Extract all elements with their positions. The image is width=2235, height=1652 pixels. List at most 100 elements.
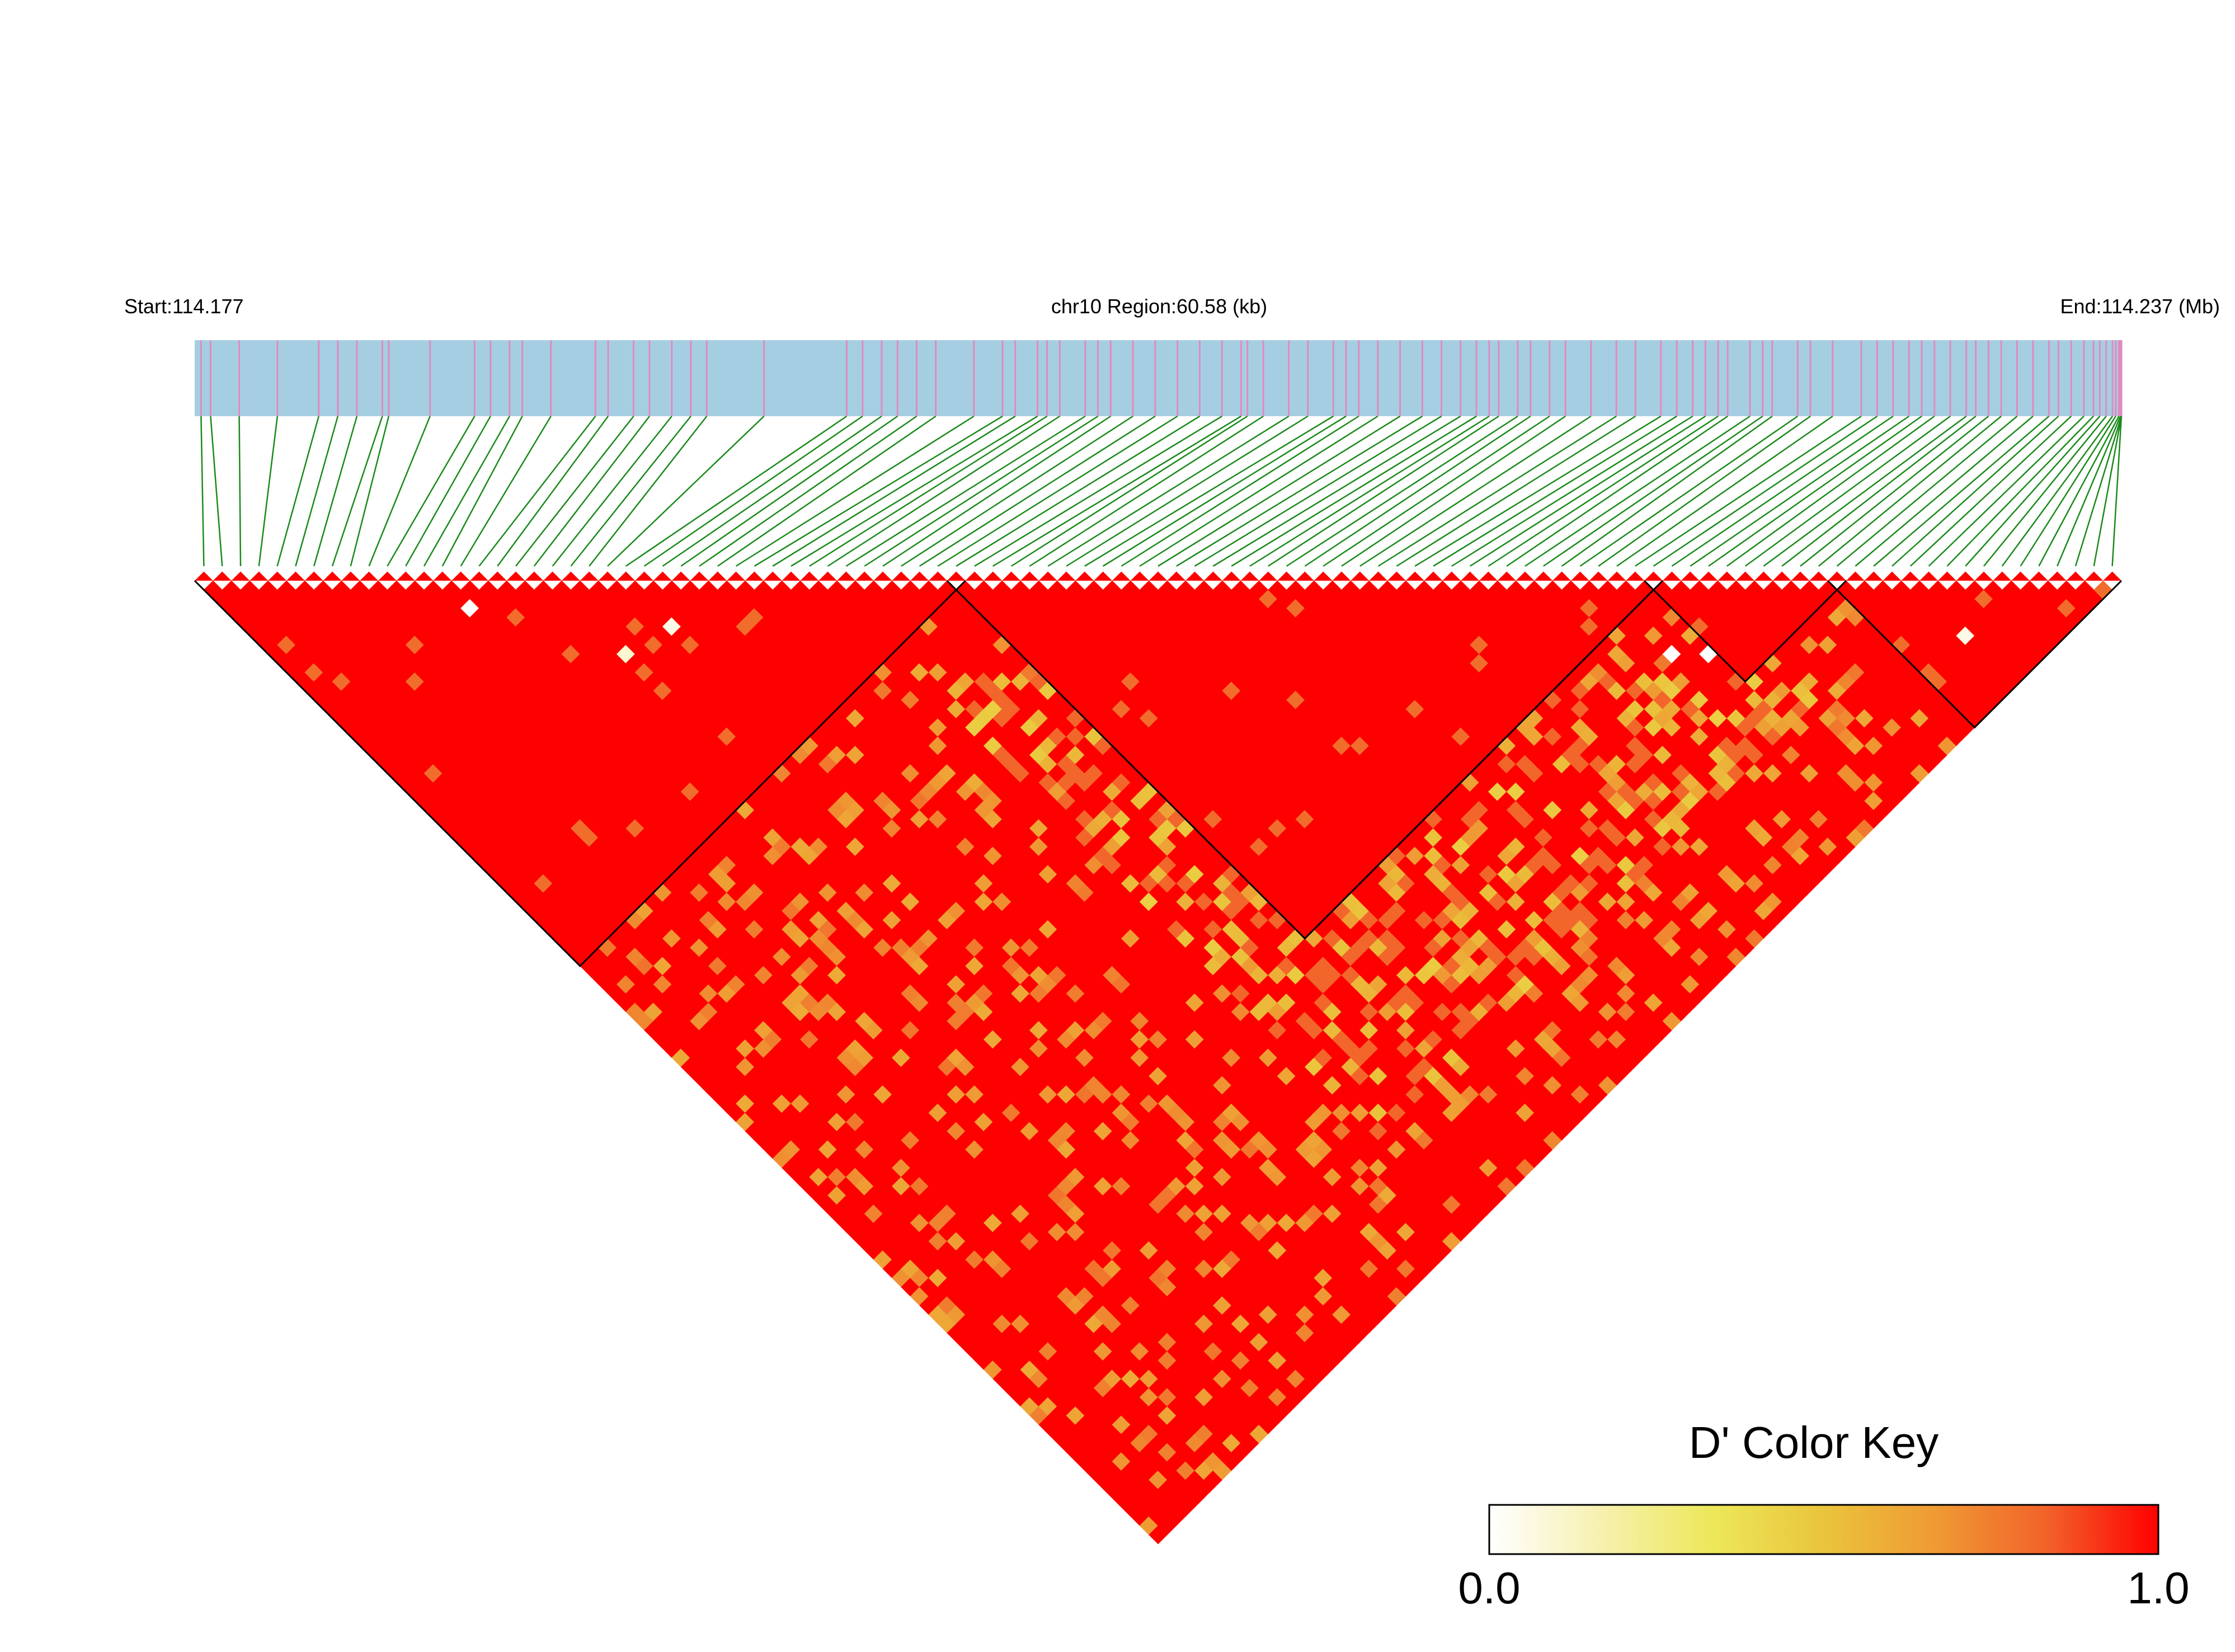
snp-connector: [1524, 415, 1751, 567]
snp-connector: [1543, 415, 1763, 567]
snp-connector: [625, 415, 848, 567]
snp-connector: [2074, 416, 2123, 567]
snp-connector: [1158, 415, 1401, 567]
snp-connector: [1102, 415, 1347, 567]
snp-connector: [258, 416, 279, 567]
snp-connector: [845, 415, 1086, 567]
snp-connector: [974, 415, 1222, 567]
snp-connector: [276, 416, 319, 567]
snp-ticks: [200, 340, 2123, 416]
snp-connector: [1469, 415, 1706, 567]
snp-connector: [1212, 415, 1461, 567]
snp-connector: [350, 416, 389, 567]
snp-connector: [699, 415, 917, 567]
snp-connector: [1377, 415, 1617, 567]
snp-connector: [2020, 416, 2116, 567]
snp-connector: [515, 416, 634, 567]
snp-connector: [1359, 415, 1592, 567]
snp-connector: [1121, 415, 1359, 567]
snp-connector: [1965, 416, 2101, 567]
snp-connector: [423, 416, 510, 567]
snp-connector: [1818, 416, 2002, 567]
snp-connector: [662, 415, 882, 567]
snp-connector: [2111, 416, 2123, 567]
snp-connector: [1231, 415, 1477, 567]
snp-connector: [1341, 415, 1566, 567]
snp-connector: [2038, 416, 2120, 567]
snp-connector: [1800, 416, 1989, 567]
snp-connector: [992, 415, 1242, 567]
snp-connector: [1946, 416, 2094, 567]
snp-connector: [387, 416, 476, 567]
snp-connector: [1139, 415, 1378, 567]
snp-connector: [1286, 415, 1518, 567]
snp-connector: [368, 416, 431, 567]
snp-connector: [1451, 415, 1693, 567]
snp-connector: [1047, 415, 1290, 567]
snp-connector: [1433, 415, 1677, 567]
snp-connector: [1671, 415, 1894, 567]
snp-connector: [533, 416, 650, 567]
snp-connector: [1616, 415, 1833, 567]
snp-connector: [570, 416, 691, 567]
snp-connector: [1781, 416, 1977, 567]
snp-connector: [200, 416, 205, 567]
snp-connector: [1506, 415, 1728, 567]
snp-connector: [735, 415, 975, 567]
snp-connector: [1653, 415, 1878, 567]
snp-connector: [1928, 416, 2085, 567]
snp-connector: [1084, 415, 1334, 567]
snp-connector: [1323, 415, 1550, 567]
region-title: chr10 Region:60.58 (kb): [1051, 295, 1267, 318]
snp-connector: [313, 416, 358, 567]
snp-connector: [1029, 415, 1264, 567]
snp-connector: [1726, 415, 1935, 567]
snp-connector: [1066, 415, 1309, 567]
snp-connector: [607, 416, 765, 567]
snp-connector: [295, 416, 339, 567]
snp-connector: [331, 416, 383, 567]
snp-connector: [772, 415, 1016, 567]
snp-connector: [1763, 415, 1967, 567]
snp-connector: [643, 415, 863, 567]
snp-connector: [754, 415, 1003, 567]
snp-connector: [1855, 416, 2034, 567]
snp-connector: [791, 415, 1038, 567]
snp-position-track: [195, 340, 2121, 416]
snp-connector: [589, 416, 708, 567]
snp-connector: [1598, 415, 1811, 567]
snp-connector: [2057, 416, 2121, 567]
snp-connector: [1983, 416, 2107, 567]
snp-connector: [1909, 416, 2072, 567]
snp-connector: [497, 416, 609, 567]
snp-connector: [901, 415, 1133, 567]
snp-connector: [1268, 415, 1499, 567]
snp-connector: [552, 416, 672, 567]
snp-connector: [717, 415, 937, 567]
snp-connector: [882, 415, 1111, 567]
snp-connector: [1561, 415, 1773, 567]
snp-connector: [1708, 415, 1922, 567]
snp-connector: [1891, 416, 2059, 567]
snp-connector: [827, 415, 1061, 567]
snp-connector: [1249, 415, 1490, 567]
snp-connector: [1635, 415, 1862, 567]
snp-connector: [680, 415, 898, 567]
snp-connector: [460, 416, 552, 567]
region-start-label: Start:114.177: [124, 295, 244, 318]
snp-connector: [1873, 416, 2050, 567]
snp-connector: [478, 416, 596, 567]
snp-connector: [1744, 415, 1951, 567]
snp-connector: [1690, 415, 1909, 567]
snp-connector: [441, 416, 523, 567]
snp-connector: [210, 416, 223, 567]
snp-connector: [2001, 416, 2114, 567]
snp-connector: [1396, 415, 1636, 567]
snp-connector: [405, 416, 491, 567]
snp-connector: [1579, 415, 1798, 567]
ld-heatmap-cells: [195, 571, 2121, 1545]
snp-connector: [1304, 415, 1531, 567]
snp-connector: [1414, 415, 1662, 567]
snp-connector: [238, 416, 242, 567]
snp-connector-lines: [200, 415, 2123, 567]
